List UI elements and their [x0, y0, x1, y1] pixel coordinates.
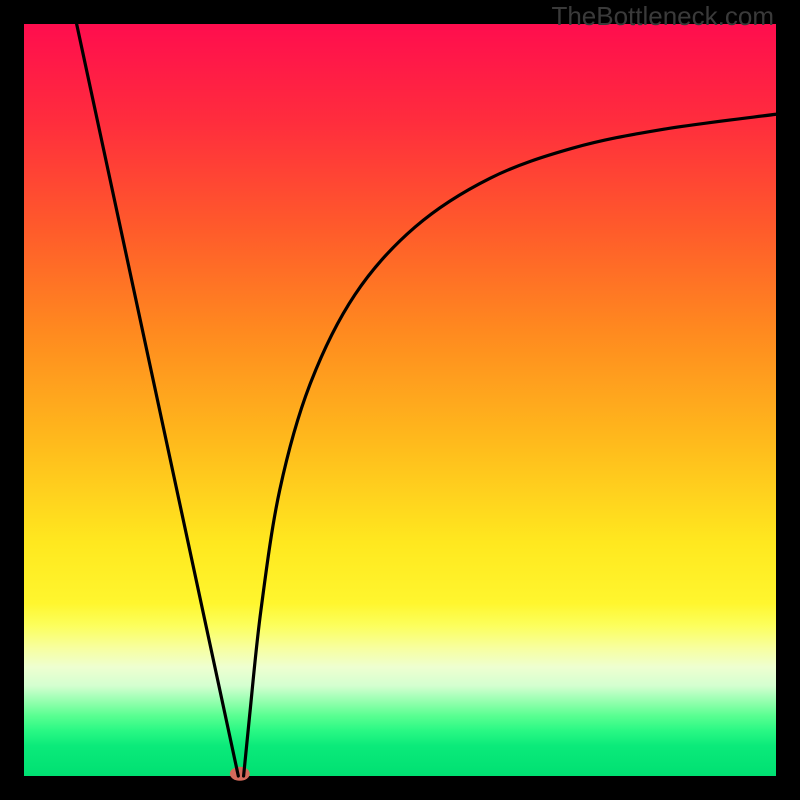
chart-frame: TheBottleneck.com — [0, 0, 800, 800]
bottleneck-curve — [77, 24, 776, 776]
watermark-text: TheBottleneck.com — [551, 1, 774, 32]
bottleneck-curve-layer — [0, 0, 800, 800]
